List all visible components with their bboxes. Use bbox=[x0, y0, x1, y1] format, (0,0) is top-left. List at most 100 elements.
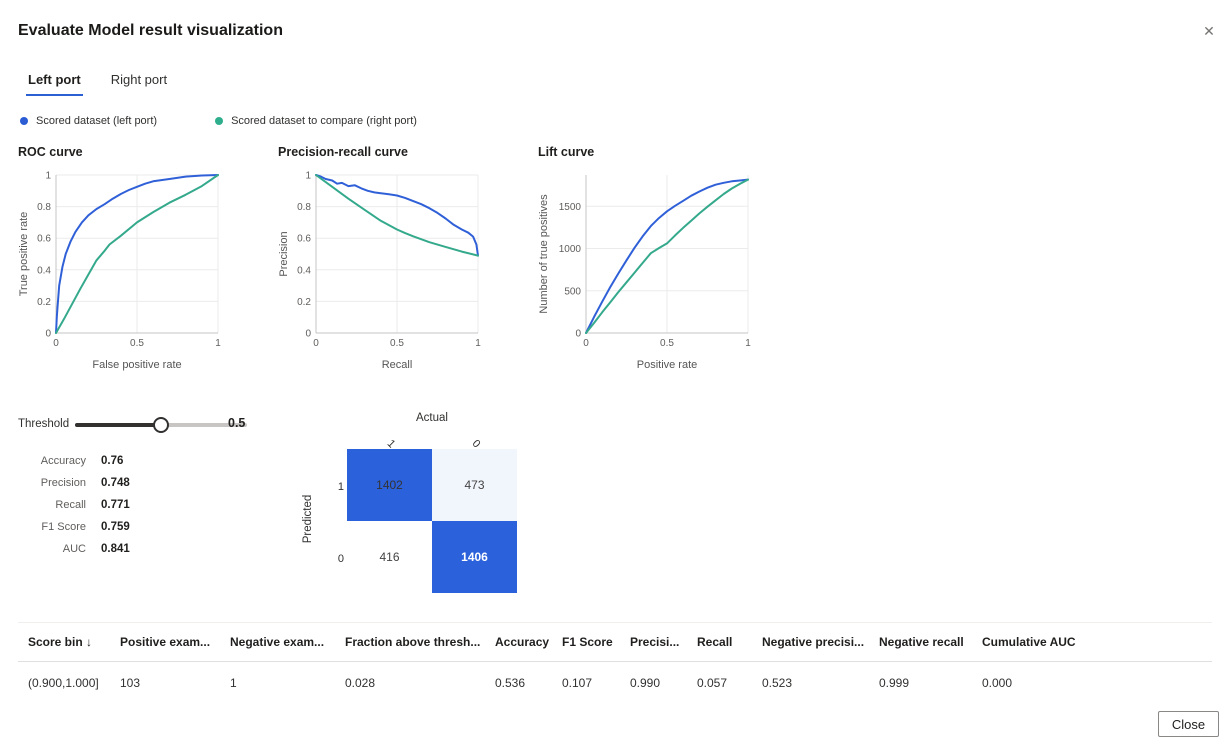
metric-label: Precision bbox=[40, 477, 86, 489]
svg-text:0.8: 0.8 bbox=[297, 202, 311, 213]
matrix-cell-tp: 1402 bbox=[347, 449, 432, 521]
table-cell: 0.057 bbox=[697, 676, 728, 690]
column-header[interactable]: Score bin ↓ bbox=[18, 622, 110, 662]
matrix-row-label-1: 1 bbox=[337, 481, 344, 493]
column-header[interactable]: Positive exam... bbox=[110, 622, 220, 662]
svg-text:1: 1 bbox=[475, 338, 481, 349]
svg-text:1: 1 bbox=[215, 338, 221, 349]
metric-label: AUC bbox=[62, 543, 86, 555]
score-bin-table: Score bin ↓ Positive exam... Negative exam… bbox=[18, 622, 1212, 704]
matrix-actual-label: Actual bbox=[416, 412, 448, 424]
column-header[interactable]: Accuracy bbox=[485, 622, 552, 662]
column-header[interactable]: Negative recall bbox=[869, 622, 972, 662]
threshold-control: Threshold bbox=[18, 416, 278, 434]
metric-row: Precision 0.748 bbox=[18, 472, 130, 494]
table-cell: 103 bbox=[120, 676, 141, 690]
metric-value: 0.748 bbox=[101, 477, 130, 489]
metric-row: Accuracy 0.76 bbox=[18, 450, 130, 472]
matrix-cell-fn: 416 bbox=[347, 521, 432, 593]
svg-text:0: 0 bbox=[53, 338, 59, 349]
svg-text:0: 0 bbox=[305, 329, 311, 340]
lift-curve-canvas: 0 0.5 1 0 500 1000 1500 Positive rate Number of … bbox=[538, 175, 751, 371]
metric-label: Accuracy bbox=[40, 455, 86, 467]
svg-text:0.2: 0.2 bbox=[37, 297, 51, 308]
metric-row: Recall 0.771 bbox=[18, 494, 130, 516]
matrix-cell-tn: 1406 bbox=[432, 521, 517, 593]
table-cell: (0.900,1.000] bbox=[28, 676, 99, 690]
chart-title: ROC curve bbox=[18, 145, 83, 159]
column-header[interactable]: Recall bbox=[687, 622, 752, 662]
svg-text:0.2: 0.2 bbox=[297, 297, 311, 308]
legend-label: Scored dataset (left port) bbox=[36, 115, 158, 127]
column-header[interactable]: F1 Score bbox=[552, 622, 620, 662]
metric-value: 0.759 bbox=[101, 521, 130, 533]
table-cell: 0.000 bbox=[982, 676, 1013, 690]
precision-recall-chart: Precision-recall curve 0 0.5 1 0 0.2 0.4 0.6 0.… bbox=[278, 145, 523, 373]
tab-left-port[interactable]: Left port bbox=[26, 72, 83, 96]
column-header[interactable]: Cumulative AUC bbox=[972, 622, 1212, 662]
svg-text:0.4: 0.4 bbox=[297, 265, 311, 276]
table-cell: 0.999 bbox=[879, 676, 910, 690]
legend-label: Scored dataset to compare (right port) bbox=[231, 115, 417, 127]
table-cell: 1 bbox=[230, 676, 237, 690]
svg-text:1000: 1000 bbox=[559, 244, 582, 255]
svg-text:0: 0 bbox=[575, 329, 581, 340]
threshold-slider[interactable] bbox=[75, 416, 247, 434]
column-header[interactable]: Fraction above thresh... bbox=[335, 622, 485, 662]
metrics-panel: Accuracy 0.76 Precision 0.748 Recall 0.771 F1 … bbox=[18, 450, 130, 560]
svg-text:0.5: 0.5 bbox=[130, 338, 144, 349]
svg-text:0.5: 0.5 bbox=[390, 338, 404, 349]
svg-text:0.6: 0.6 bbox=[37, 234, 51, 245]
tab-right-port[interactable]: Right port bbox=[110, 72, 168, 87]
column-header[interactable]: Negative precisi... bbox=[752, 622, 869, 662]
metric-row: F1 Score 0.759 bbox=[18, 516, 130, 538]
svg-text:1: 1 bbox=[745, 338, 751, 349]
metric-value: 0.771 bbox=[101, 499, 130, 511]
threshold-value: 0.5 bbox=[228, 416, 246, 430]
table-cell: 0.028 bbox=[345, 676, 376, 690]
close-button[interactable]: Close bbox=[1158, 711, 1219, 737]
matrix-row-label-0: 0 bbox=[337, 553, 344, 565]
legend-item-left-port[interactable]: Scored dataset (left port) bbox=[20, 115, 157, 127]
legend-item-right-port[interactable]: Scored dataset to compare (right port) bbox=[215, 115, 417, 127]
precision-recall-canvas: 0 0.5 1 0 0.2 0.4 0.6 0.8 1 Recall Precision bbox=[278, 171, 481, 372]
table-cell: 0.107 bbox=[562, 676, 593, 690]
svg-text:1500: 1500 bbox=[559, 202, 582, 213]
metric-label: F1 Score bbox=[41, 521, 86, 533]
confusion-matrix: Actual 1 0 Predicted 1 0 1402 473 416 14… bbox=[300, 410, 540, 600]
dialog-title: Evaluate Model result visualization bbox=[18, 22, 283, 39]
svg-text:False positive rate: False positive rate bbox=[92, 359, 181, 371]
svg-text:Number of true positives: Number of true positives bbox=[538, 194, 550, 314]
table-cell: 0.523 bbox=[762, 676, 793, 690]
legend-dot-blue-icon bbox=[20, 117, 28, 125]
svg-text:0: 0 bbox=[583, 338, 589, 349]
svg-text:0.6: 0.6 bbox=[297, 234, 311, 245]
table-cell: 0.536 bbox=[495, 676, 526, 690]
svg-text:0.5: 0.5 bbox=[660, 338, 674, 349]
svg-text:Recall: Recall bbox=[382, 359, 413, 371]
column-header[interactable]: Negative exam... bbox=[220, 622, 335, 662]
metric-value: 0.76 bbox=[101, 455, 124, 467]
metric-row: AUC 0.841 bbox=[18, 538, 130, 560]
chart-legend: Scored dataset (left port) Scored datase… bbox=[20, 115, 417, 127]
svg-text:1: 1 bbox=[305, 171, 311, 182]
table-row: (0.900,1.000] 103 1 0.028 0.536 0.107 0.990 0.0… bbox=[18, 662, 1212, 705]
legend-dot-green-icon bbox=[215, 117, 224, 125]
lift-curve-chart: Lift curve 0 0.5 1 0 500 1000 1500 Positive rat… bbox=[538, 145, 783, 373]
matrix-predicted-label: Predicted bbox=[302, 494, 314, 544]
roc-curve-canvas: 0 0.5 1 0 0.2 0.4 0.6 0.8 1 False positive rate Tr… bbox=[18, 171, 221, 372]
svg-text:1: 1 bbox=[45, 171, 51, 182]
table-header-row: Score bin ↓ Positive exam... Negative exam… bbox=[18, 622, 1212, 662]
roc-curve-chart: ROC curve 0 0.5 1 0 0.2 0.4 0.6 0.8 1 False posit… bbox=[18, 145, 263, 373]
column-header[interactable]: Precisi... bbox=[620, 622, 687, 662]
slider-fill bbox=[75, 423, 161, 427]
close-icon[interactable]: ✕ bbox=[1203, 23, 1215, 39]
svg-text:True positive rate: True positive rate bbox=[18, 212, 30, 297]
svg-text:Precision: Precision bbox=[278, 231, 290, 276]
matrix-cell-fp: 473 bbox=[432, 449, 517, 521]
matrix-cells: 1402 473 416 1406 bbox=[347, 449, 517, 593]
metric-value: 0.841 bbox=[101, 543, 130, 555]
chart-title: Precision-recall curve bbox=[278, 145, 408, 159]
slider-handle[interactable] bbox=[153, 417, 169, 433]
